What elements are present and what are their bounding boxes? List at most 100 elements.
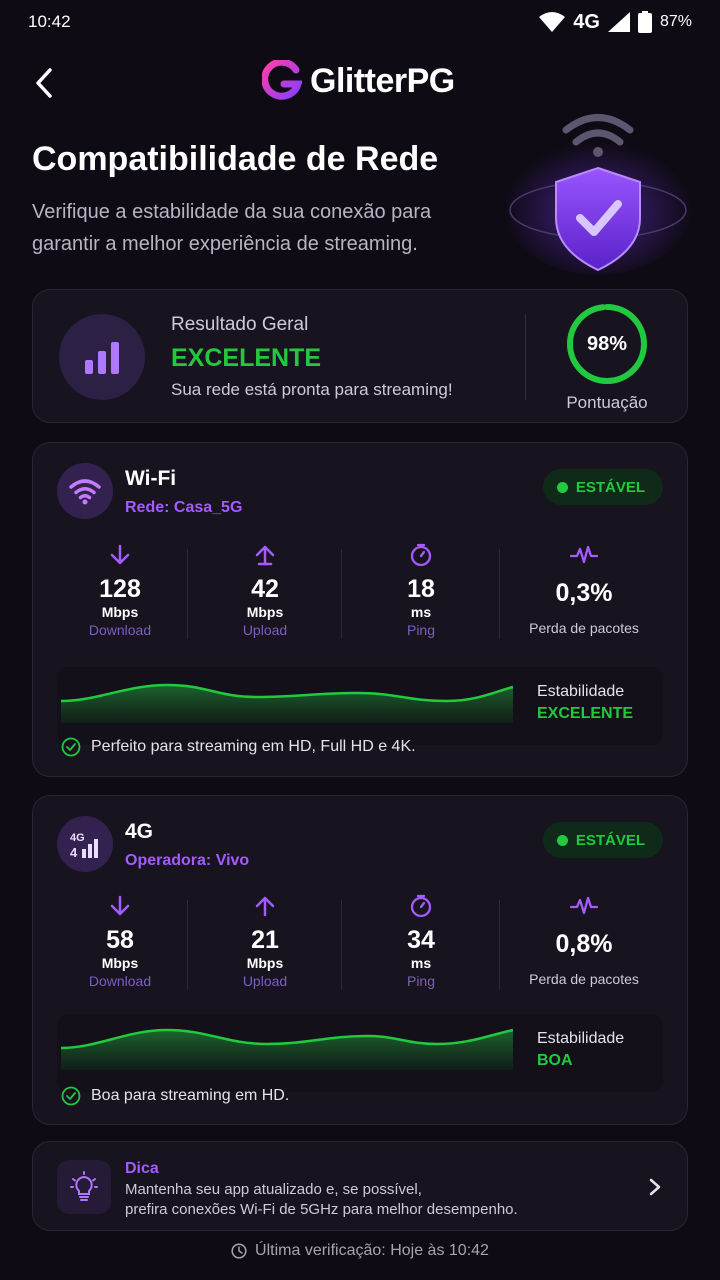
stability-wave [60,683,514,723]
wifi-metrics: 128 Mbps Download 42 Mbps Upload 18 ms P… [33,543,689,643]
upload-label: Upload [242,973,288,989]
signal-bars-icon [59,314,145,400]
summary-value: EXCELENTE [171,344,322,372]
wifi-icon [57,463,113,519]
download-arrow-icon [110,895,130,916]
chevron-right-icon[interactable] [645,1175,665,1199]
battery-icon [637,11,652,33]
packet-loss-metric: 0,8% Perda de pacotes [519,894,649,987]
upload-metric: 21 Mbps Upload [200,894,330,989]
stability-label: Estabilidade [537,1030,625,1047]
download-unit: Mbps [101,955,139,971]
upload-arrow-icon [255,896,275,917]
lightbulb-icon [57,1160,111,1214]
status-badge: ESTÁVEL [542,469,663,505]
status-badge-label: ESTÁVEL [575,831,645,849]
check-circle-icon [61,737,81,757]
summary-label: Resultado Geral [171,314,309,335]
ping-metric: 34 ms Ping [356,894,486,989]
pulse-icon [570,896,598,915]
cellular-note-text: Boa para streaming em HD. [91,1087,290,1104]
wifi-name: Wi-Fi [125,467,177,490]
ping-timer-icon [410,543,432,567]
page-subtitle: Verifique a estabilidade da sua conexão … [32,201,432,255]
cellular-carrier: Operadora: Vivo [125,852,250,869]
check-circle-icon [61,1086,81,1106]
ping-label: Ping [406,622,436,638]
score-ring [567,304,647,384]
download-value: 58 [106,926,134,954]
upload-unit: Mbps [246,955,284,971]
cellular-note: Boa para streaming em HD. [61,1086,289,1106]
status-badge: ESTÁVEL [542,822,663,858]
network-type: 4G [573,10,600,33]
divider [187,900,188,990]
ping-value: 34 [407,926,435,954]
stability-wave [60,1028,514,1070]
upload-value: 21 [251,926,279,954]
download-unit: Mbps [101,604,139,620]
stability-graph: Estabilidade BOA [57,1014,663,1092]
status-bar: 10:42 4G 87% [0,0,720,44]
wifi-network: Rede: Casa_5G [125,499,243,516]
ping-timer-icon [410,894,432,918]
tip-line-2: prefira conexões Wi-Fi de 5GHz para melh… [125,1201,518,1218]
ping-label: Ping [406,973,436,989]
packet-loss-label: Perda de pacotes [529,620,639,636]
upload-metric: 42 Mbps Upload [200,543,330,638]
signal-icon [607,12,630,32]
packet-loss-value: 0,8% [555,930,613,958]
score-label: Pontuação [566,393,648,412]
ping-value: 18 [407,575,435,603]
top-nav: GlitterPG [0,56,720,110]
summary-description: Sua rede está pronta para streaming! [171,380,453,399]
download-label: Download [88,622,152,638]
stability-graph: Estabilidade EXCELENTE [57,667,663,745]
stability-label: Estabilidade [537,683,625,700]
ping-unit: ms [410,604,432,620]
battery-percent: 87% [659,13,692,30]
tip-title: Dica [125,1160,159,1177]
status-icons: 4G 87% [539,11,692,34]
ping-unit: ms [410,955,432,971]
status-dot [556,834,568,846]
download-metric: 128 Mbps Download [55,543,185,638]
wifi-card: Wi-Fi Rede: Casa_5G ESTÁVEL 128 Mbps Dow… [32,442,688,777]
divider [341,900,342,990]
page-title: Compatibilidade de Rede [32,140,439,178]
divider [499,900,500,990]
back-arrow-icon[interactable] [30,66,60,100]
last-check-text: Última verificação: Hoje às 10:42 [255,1242,489,1259]
upload-arrow-icon [255,545,275,566]
score-value: 98% [586,332,628,355]
tip-card[interactable]: Dica Mantenha seu app atualizado e, se p… [32,1141,688,1231]
brand-name: GlitterPG [310,61,455,100]
ping-metric: 18 ms Ping [356,543,486,638]
divider [499,549,500,639]
4g-signal-icon: 4G 4 [57,816,113,872]
cellular-name: 4G [125,820,154,843]
tip-text: Mantenha seu app atualizado e, se possív… [125,1180,605,1220]
brand: GlitterPG [262,60,455,102]
cellular-metrics: 58 Mbps Download 21 Mbps Upload 34 ms Pi… [33,894,689,994]
download-arrow-icon [110,544,130,565]
status-badge-label: ESTÁVEL [575,478,645,496]
wifi-note-text: Perfeito para streaming em HD, Full HD e… [91,738,416,755]
stability-value: BOA [537,1052,573,1069]
divider [341,549,342,639]
upload-value: 42 [251,575,279,603]
packet-loss-value: 0,3% [555,579,613,607]
download-value: 128 [99,575,141,603]
upload-unit: Mbps [246,604,284,620]
upload-label: Upload [242,622,288,638]
status-time: 10:42 [28,12,71,31]
wifi-status-icon [539,12,566,32]
packet-loss-label: Perda de pacotes [529,971,639,987]
tip-line-1: Mantenha seu app atualizado e, se possív… [125,1181,422,1198]
shield-check-icon [503,114,693,275]
wifi-note: Perfeito para streaming em HD, Full HD e… [61,737,416,757]
cellular-card: 4G 4 4G Operadora: Vivo ESTÁVEL 58 Mbps … [32,795,688,1125]
pulse-icon [570,545,598,564]
glitterpg-logo-icon [262,60,302,100]
svg-text:4: 4 [70,845,78,860]
